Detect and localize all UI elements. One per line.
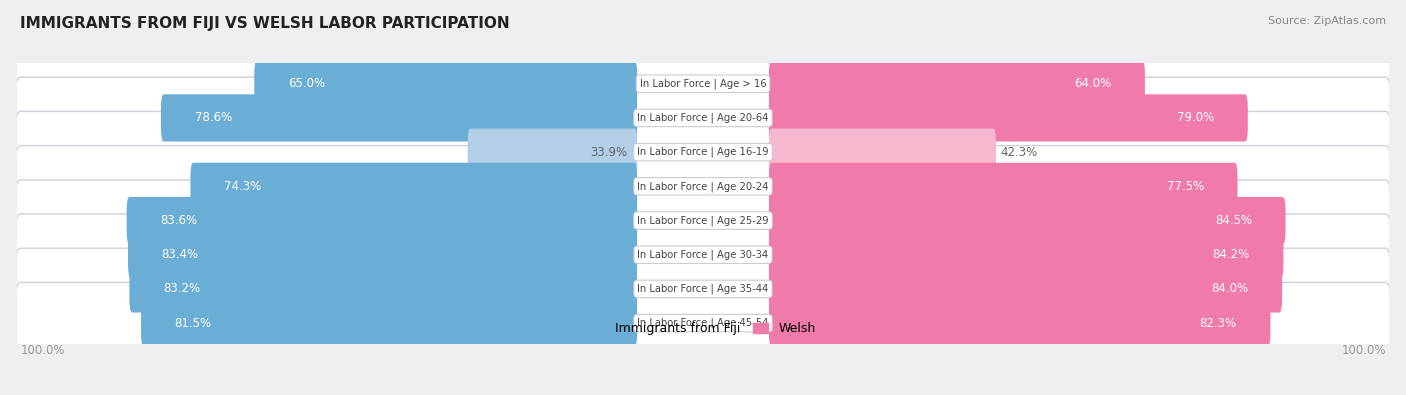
Text: 42.3%: 42.3% bbox=[1000, 146, 1038, 159]
Bar bbox=[624, 177, 634, 196]
Text: In Labor Force | Age 20-24: In Labor Force | Age 20-24 bbox=[637, 181, 769, 192]
Bar bbox=[624, 108, 634, 128]
Text: IMMIGRANTS FROM FIJI VS WELSH LABOR PARTICIPATION: IMMIGRANTS FROM FIJI VS WELSH LABOR PART… bbox=[20, 16, 509, 31]
FancyBboxPatch shape bbox=[129, 265, 637, 312]
FancyBboxPatch shape bbox=[141, 299, 637, 347]
Bar bbox=[624, 74, 634, 94]
Bar bbox=[624, 245, 634, 265]
Text: In Labor Force | Age > 16: In Labor Force | Age > 16 bbox=[640, 79, 766, 89]
FancyBboxPatch shape bbox=[15, 43, 1391, 124]
Bar bbox=[772, 211, 782, 230]
FancyBboxPatch shape bbox=[128, 231, 637, 278]
Text: In Labor Force | Age 30-34: In Labor Force | Age 30-34 bbox=[637, 250, 769, 260]
Text: 83.4%: 83.4% bbox=[162, 248, 198, 261]
FancyBboxPatch shape bbox=[769, 231, 1284, 278]
Bar bbox=[624, 313, 634, 333]
Text: In Labor Force | Age 35-44: In Labor Force | Age 35-44 bbox=[637, 284, 769, 294]
FancyBboxPatch shape bbox=[769, 197, 1285, 244]
FancyBboxPatch shape bbox=[127, 197, 637, 244]
Bar bbox=[624, 142, 634, 162]
Text: 64.0%: 64.0% bbox=[1074, 77, 1111, 90]
FancyBboxPatch shape bbox=[15, 214, 1391, 295]
Text: 33.9%: 33.9% bbox=[591, 146, 627, 159]
Bar bbox=[624, 279, 634, 299]
Text: 83.2%: 83.2% bbox=[163, 282, 200, 295]
Bar bbox=[772, 313, 782, 333]
FancyBboxPatch shape bbox=[190, 163, 637, 210]
FancyBboxPatch shape bbox=[15, 77, 1391, 159]
FancyBboxPatch shape bbox=[15, 282, 1391, 364]
Text: 77.5%: 77.5% bbox=[1167, 180, 1204, 193]
Text: 84.5%: 84.5% bbox=[1215, 214, 1251, 227]
Bar bbox=[772, 245, 782, 265]
FancyBboxPatch shape bbox=[15, 180, 1391, 261]
FancyBboxPatch shape bbox=[769, 265, 1282, 312]
FancyBboxPatch shape bbox=[769, 94, 1247, 141]
Text: 100.0%: 100.0% bbox=[20, 344, 65, 357]
Text: In Labor Force | Age 25-29: In Labor Force | Age 25-29 bbox=[637, 215, 769, 226]
FancyBboxPatch shape bbox=[769, 60, 1144, 107]
Text: 74.3%: 74.3% bbox=[224, 180, 262, 193]
FancyBboxPatch shape bbox=[15, 111, 1391, 193]
Text: 84.2%: 84.2% bbox=[1212, 248, 1250, 261]
FancyBboxPatch shape bbox=[769, 163, 1237, 210]
FancyBboxPatch shape bbox=[769, 299, 1271, 347]
Text: In Labor Force | Age 20-64: In Labor Force | Age 20-64 bbox=[637, 113, 769, 123]
FancyBboxPatch shape bbox=[15, 146, 1391, 227]
Bar bbox=[772, 142, 782, 162]
Bar bbox=[772, 279, 782, 299]
Bar bbox=[772, 74, 782, 94]
FancyBboxPatch shape bbox=[468, 128, 637, 176]
Text: In Labor Force | Age 16-19: In Labor Force | Age 16-19 bbox=[637, 147, 769, 157]
Legend: Immigrants from Fiji, Welsh: Immigrants from Fiji, Welsh bbox=[585, 317, 821, 340]
FancyBboxPatch shape bbox=[160, 94, 637, 141]
FancyBboxPatch shape bbox=[769, 128, 995, 176]
FancyBboxPatch shape bbox=[15, 248, 1391, 329]
Text: 65.0%: 65.0% bbox=[288, 77, 325, 90]
Text: 84.0%: 84.0% bbox=[1212, 282, 1249, 295]
Bar bbox=[624, 211, 634, 230]
Text: 83.6%: 83.6% bbox=[160, 214, 197, 227]
Text: 100.0%: 100.0% bbox=[1341, 344, 1386, 357]
Bar bbox=[772, 108, 782, 128]
Bar bbox=[772, 177, 782, 196]
FancyBboxPatch shape bbox=[254, 60, 637, 107]
Text: Source: ZipAtlas.com: Source: ZipAtlas.com bbox=[1268, 16, 1386, 26]
Text: 79.0%: 79.0% bbox=[1177, 111, 1215, 124]
Text: In Labor Force | Age 45-54: In Labor Force | Age 45-54 bbox=[637, 318, 769, 328]
Text: 78.6%: 78.6% bbox=[194, 111, 232, 124]
Text: 81.5%: 81.5% bbox=[174, 317, 212, 330]
Text: 82.3%: 82.3% bbox=[1199, 317, 1237, 330]
